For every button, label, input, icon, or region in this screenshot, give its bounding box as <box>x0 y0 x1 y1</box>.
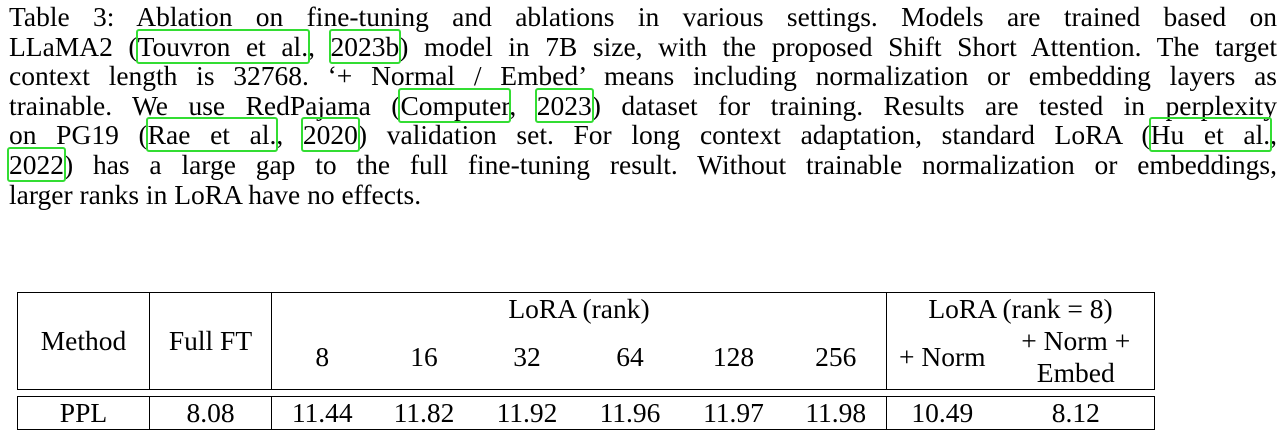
ablation-table: Method Full FT LoRA (rank) LoRA (rank = … <box>17 292 1155 430</box>
header-full-ft: Full FT <box>149 292 272 390</box>
citation-link-2023[interactable]: 2023 <box>534 87 594 123</box>
caption-line-2: LLaMA2 (Touvron et al., 2023b) model in … <box>9 28 1277 64</box>
caption-line-7: larger ranks in LoRA have no effects. <box>9 178 1277 210</box>
caption-text: ) has a large gap to the full fine-tunin… <box>64 148 1277 180</box>
caption-text: , <box>509 89 537 121</box>
cell-lora8-norm-embed: 8.12 <box>997 396 1155 430</box>
caption-text: ) model in 7B size, with the proposed Sh… <box>399 30 1277 62</box>
header-rank: 32 <box>475 325 579 390</box>
caption-line-3: context length is 32768. ‘+ Normal / Emb… <box>9 61 1277 91</box>
caption-text: LLaMA2 ( <box>9 30 138 62</box>
citation-link-rae[interactable]: Rae et al. <box>145 117 279 153</box>
cell-full-ft: 8.08 <box>149 396 272 430</box>
citation-link-hu[interactable]: Hu et al. <box>1148 117 1273 153</box>
header-lora-rank-8: LoRA (rank = 8) <box>886 292 1155 325</box>
citation-link-touvron[interactable]: Touvron et al. <box>135 28 311 64</box>
header-norm: + Norm <box>886 325 998 390</box>
caption-text: trainable. We use RedPajama ( <box>9 89 401 121</box>
caption-text: ) validation set. For long context adapt… <box>357 119 1151 151</box>
cell-lora: 11.97 <box>681 396 786 430</box>
citation-link-2023b[interactable]: 2023b <box>328 28 402 64</box>
header-norm-embed: + Norm + Embed <box>997 325 1155 390</box>
citation-link-2022[interactable]: 2022 <box>7 146 66 182</box>
row-label-ppl: PPL <box>17 396 150 430</box>
header-rank: 128 <box>681 325 786 390</box>
caption-text: , <box>308 30 331 62</box>
table-caption: Table 3: Ablation on fine-tuning and abl… <box>7 2 1278 210</box>
table-row: PPL 8.08 11.44 11.82 11.92 11.96 11.97 1… <box>17 396 1155 430</box>
caption-text: context length is 32768. ‘+ Normal / Emb… <box>9 60 1277 92</box>
caption-line-5: on PG19 (Rae et al., 2020) validation se… <box>9 117 1278 153</box>
cell-lora: 11.44 <box>271 396 373 430</box>
caption-line-4: trainable. We use RedPajama (Computer, 2… <box>9 87 1278 123</box>
caption-line-1: Table 3: Ablation on fine-tuning and abl… <box>9 2 1277 32</box>
header-rank: 64 <box>578 325 682 390</box>
caption-text: , <box>1270 119 1278 151</box>
header-rank: 256 <box>785 325 887 390</box>
header-rank: 16 <box>372 325 476 390</box>
caption-text: , <box>276 119 303 151</box>
citation-link-computer[interactable]: Computer <box>398 87 512 123</box>
cell-lora: 11.82 <box>372 396 476 430</box>
cell-lora: 11.92 <box>475 396 579 430</box>
cell-lora8-norm: 10.49 <box>886 396 998 430</box>
citation-link-2020[interactable]: 2020 <box>300 117 360 153</box>
caption-text: ) dataset for training. Results are test… <box>591 89 1278 121</box>
header-lora-rank: LoRA (rank) <box>271 292 887 325</box>
caption-line-6: 2022) has a large gap to the full fine-t… <box>7 146 1277 182</box>
header-rank: 8 <box>271 325 373 390</box>
caption-text: Table 3: Ablation on fine-tuning and abl… <box>9 1 1277 32</box>
caption-text: larger ranks in LoRA have no effects. <box>9 178 422 210</box>
cell-lora: 11.96 <box>578 396 682 430</box>
header-method: Method <box>17 292 150 390</box>
cell-lora: 11.98 <box>785 396 887 430</box>
caption-text: on PG19 ( <box>9 119 148 151</box>
